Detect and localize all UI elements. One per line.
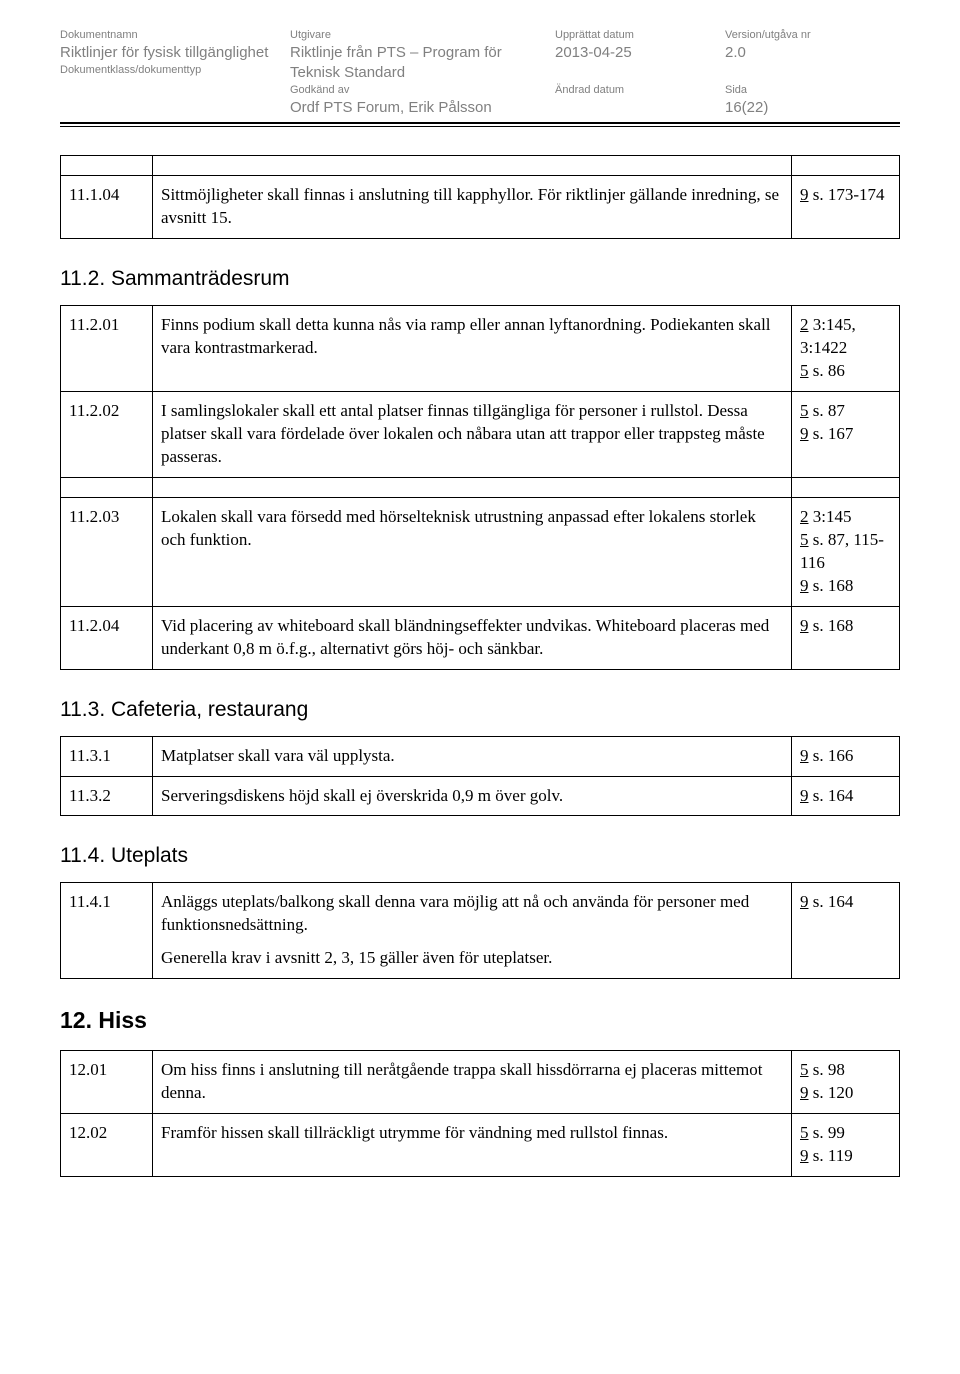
req-id: 11.1.04	[61, 176, 153, 239]
req-text: Sittmöjligheter skall finnas i anslutnin…	[153, 176, 792, 239]
header-label-publisher: Utgivare	[290, 28, 555, 43]
header-label-docname: Dokumentnamn	[60, 28, 290, 43]
header-label-page: Sida	[725, 83, 875, 98]
header-label-created: Upprättat datum	[555, 28, 725, 43]
document-header: Dokumentnamn Riktlinjer för fysisk tillg…	[60, 28, 900, 118]
req-id: 11.2.02	[61, 392, 153, 478]
req-text: Om hiss finns i anslutning till neråtgåe…	[153, 1051, 792, 1114]
req-refs: 5 s. 879 s. 167	[792, 392, 900, 478]
table-row	[61, 156, 900, 176]
table-row: 11.2.01 Finns podium skall detta kunna n…	[61, 306, 900, 392]
req-refs: 9 s. 164	[792, 776, 900, 816]
req-id: 11.2.01	[61, 306, 153, 392]
req-id: 12.02	[61, 1114, 153, 1177]
table-row: 11.2.02 I samlingslokaler skall ett anta…	[61, 392, 900, 478]
req-id: 11.3.2	[61, 776, 153, 816]
header-rule	[60, 122, 900, 127]
req-text: Finns podium skall detta kunna nås via r…	[153, 306, 792, 392]
req-refs: 9 s. 166	[792, 736, 900, 776]
header-label-approvedby: Godkänd av	[290, 83, 555, 98]
req-id: 11.3.1	[61, 736, 153, 776]
table-row: 12.02 Framför hissen skall tillräckligt …	[61, 1114, 900, 1177]
header-value-created: 2013-04-25	[555, 43, 725, 63]
req-refs: 9 s. 173-174	[792, 176, 900, 239]
requirements-table-5: 12.01 Om hiss finns i anslutning till ne…	[60, 1050, 900, 1177]
req-refs: 2 3:145, 3:14225 s. 86	[792, 306, 900, 392]
req-text: I samlingslokaler skall ett antal platse…	[153, 392, 792, 478]
table-row: 12.01 Om hiss finns i anslutning till ne…	[61, 1051, 900, 1114]
section-heading-114: 11.4. Uteplats	[60, 844, 900, 868]
header-value-page: 16(22)	[725, 98, 875, 118]
section-heading-113: 11.3. Cafeteria, restaurang	[60, 698, 900, 722]
req-text-line: Generella krav i avsnitt 2, 3, 15 gäller…	[161, 947, 783, 970]
header-label-version: Version/utgåva nr	[725, 28, 875, 43]
header-value-version: 2.0	[725, 43, 875, 63]
header-label-changed: Ändrad datum	[555, 83, 725, 98]
header-value-approvedby: Ordf PTS Forum, Erik Pålsson	[290, 98, 555, 118]
header-value-publisher: Riktlinje från PTS – Program för Teknisk…	[290, 43, 555, 84]
table-row: 11.2.04 Vid placering av whiteboard skal…	[61, 606, 900, 669]
req-id: 11.4.1	[61, 883, 153, 979]
req-text: Matplatser skall vara väl upplysta.	[153, 736, 792, 776]
table-row: 11.1.04 Sittmöjligheter skall finnas i a…	[61, 176, 900, 239]
req-text: Vid placering av whiteboard skall bländn…	[153, 606, 792, 669]
req-refs: 2 3:1455 s. 87, 115-1169 s. 168	[792, 497, 900, 606]
requirements-table-2: 11.2.01 Finns podium skall detta kunna n…	[60, 305, 900, 669]
requirements-table-1: 11.1.04 Sittmöjligheter skall finnas i a…	[60, 155, 900, 239]
req-id: 11.2.03	[61, 497, 153, 606]
req-refs: 5 s. 989 s. 120	[792, 1051, 900, 1114]
req-id: 12.01	[61, 1051, 153, 1114]
requirements-table-4: 11.4.1 Anläggs uteplats/balkong skall de…	[60, 882, 900, 979]
req-id: 11.2.04	[61, 606, 153, 669]
header-label-docclass: Dokumentklass/dokumenttyp	[60, 63, 290, 78]
section-heading-112: 11.2. Sammanträdesrum	[60, 267, 900, 291]
req-text: Lokalen skall vara försedd med hörseltek…	[153, 497, 792, 606]
table-row: 11.4.1 Anläggs uteplats/balkong skall de…	[61, 883, 900, 979]
section-heading-12: 12. Hiss	[60, 1007, 900, 1034]
table-row: 11.3.1 Matplatser skall vara väl upplyst…	[61, 736, 900, 776]
req-text: Anläggs uteplats/balkong skall denna var…	[153, 883, 792, 979]
req-text-line: Anläggs uteplats/balkong skall denna var…	[161, 892, 749, 934]
req-text: Framför hissen skall tillräckligt utrymm…	[153, 1114, 792, 1177]
table-row: 11.3.2 Serveringsdiskens höjd skall ej ö…	[61, 776, 900, 816]
req-refs: 5 s. 999 s. 119	[792, 1114, 900, 1177]
req-text: Serveringsdiskens höjd skall ej överskri…	[153, 776, 792, 816]
document-page: Dokumentnamn Riktlinjer för fysisk tillg…	[0, 0, 960, 1245]
table-row: 11.2.03 Lokalen skall vara försedd med h…	[61, 497, 900, 606]
table-row	[61, 477, 900, 497]
requirements-table-3: 11.3.1 Matplatser skall vara väl upplyst…	[60, 736, 900, 817]
header-value-docname: Riktlinjer för fysisk tillgänglighet	[60, 43, 290, 63]
req-refs: 9 s. 164	[792, 883, 900, 979]
req-refs: 9 s. 168	[792, 606, 900, 669]
